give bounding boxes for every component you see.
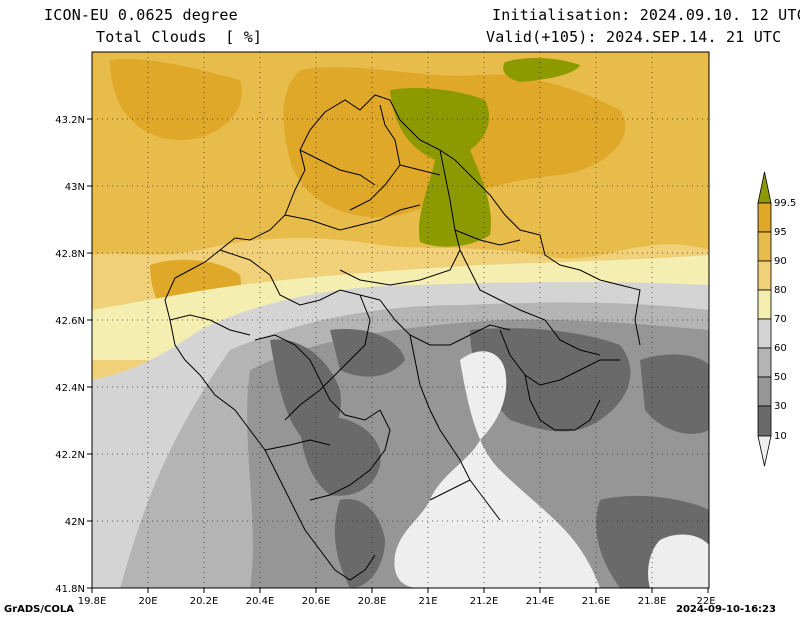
lat-tick-label: 42.6N xyxy=(55,316,85,327)
lon-tick-label: 21.4E xyxy=(526,596,555,607)
colorbar-label: 50 xyxy=(774,372,787,383)
model-title: ICON-EU 0.0625 degree xyxy=(44,6,238,24)
colorbar-box xyxy=(757,347,772,378)
lat-tick-label: 42N xyxy=(65,517,85,528)
lat-tick-label: 42.2N xyxy=(55,450,85,461)
lon-tick-label: 22E xyxy=(696,596,715,607)
colorbar-label: 90 xyxy=(774,256,787,267)
colorbar-label: 95 xyxy=(774,227,787,238)
field-title: Total Clouds [ %] xyxy=(96,28,263,46)
colorbar-label: 99.5 xyxy=(774,198,796,209)
lon-tick-label: 21.8E xyxy=(638,596,667,607)
lat-tick-label: 42.8N xyxy=(55,249,85,260)
valid-time: Valid(+105): 2024.SEP.14. 21 UTC xyxy=(486,28,782,46)
lat-tick-label: 43.2N xyxy=(55,115,85,126)
colorbar-labels: 99.5 95 90 80 70 60 50 30 10 xyxy=(774,198,796,442)
colorbar-box xyxy=(757,260,772,291)
lon-tick-label: 20.6E xyxy=(302,596,331,607)
colorbar-box xyxy=(757,289,772,320)
colorbar-box xyxy=(757,318,772,349)
lon-tick-label: 20.2E xyxy=(190,596,219,607)
colorbar-top-arrow xyxy=(757,171,772,204)
lat-tick-label: 42.4N xyxy=(55,383,85,394)
lat-tick-label: 43N xyxy=(65,182,85,193)
colorbar-label: 30 xyxy=(774,401,787,412)
lon-tick-label: 21.2E xyxy=(470,596,499,607)
footer-timestamp: 2024-09-10-16:23 xyxy=(676,604,776,615)
colorbar-box xyxy=(757,202,772,233)
colorbar-box xyxy=(757,231,772,262)
colorbar-label: 70 xyxy=(774,314,787,325)
lat-labels: 41.8N 42N 42.2N 42.4N 42.6N 42.8N 43N 43… xyxy=(55,115,85,595)
axis-ticks xyxy=(87,118,709,593)
colorbar-label: 10 xyxy=(774,431,787,442)
colorbar-bottom-arrow xyxy=(757,435,772,467)
colorbar xyxy=(757,171,772,467)
footer-credit: GrADS/COLA xyxy=(4,604,74,615)
lon-tick-label: 19.8E xyxy=(78,596,107,607)
border-lines xyxy=(164,94,641,581)
lon-tick-label: 20E xyxy=(138,596,157,607)
lon-labels: 19.8E 20E 20.2E 20.4E 20.6E 20.8E 21E 21… xyxy=(78,596,716,607)
cloud-field xyxy=(92,52,709,588)
colorbar-label: 60 xyxy=(774,343,787,354)
lon-tick-label: 21E xyxy=(418,596,437,607)
lon-tick-label: 21.6E xyxy=(582,596,611,607)
colorbar-box xyxy=(757,405,772,437)
lon-tick-label: 20.4E xyxy=(246,596,275,607)
lon-tick-label: 20.8E xyxy=(358,596,387,607)
colorbar-box xyxy=(757,376,772,407)
colorbar-label: 80 xyxy=(774,285,787,296)
lat-tick-label: 41.8N xyxy=(55,584,85,595)
init-time: Initialisation: 2024.09.10. 12 UTC xyxy=(492,6,800,24)
